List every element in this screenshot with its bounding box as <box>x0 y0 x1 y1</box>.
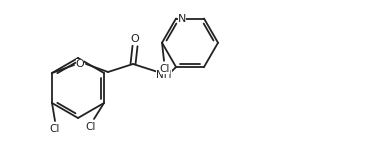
Text: Cl: Cl <box>160 64 170 74</box>
Text: NH: NH <box>156 70 172 80</box>
Text: O: O <box>76 59 84 69</box>
Text: Cl: Cl <box>86 122 96 132</box>
Text: O: O <box>131 34 139 44</box>
Text: Cl: Cl <box>50 124 60 134</box>
Text: N: N <box>178 13 186 24</box>
